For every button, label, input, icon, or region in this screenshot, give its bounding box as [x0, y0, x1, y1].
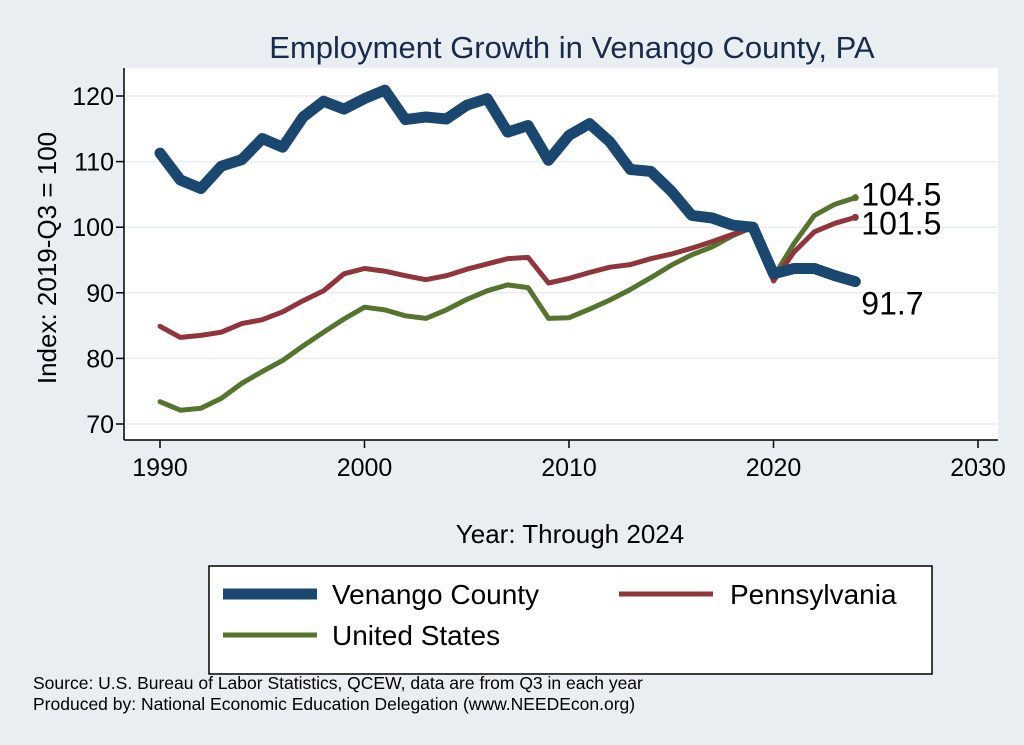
y-tick-label: 110	[74, 149, 114, 177]
produced-note: Produced by: National Economic Education…	[33, 694, 635, 714]
x-ticks: 1990 2000 2010 2020 2030	[132, 440, 1006, 482]
x-axis-label: Year: Through 2024	[456, 519, 684, 549]
x-tick-label: 2020	[746, 454, 802, 482]
end-value-label: 91.7	[861, 286, 923, 322]
x-tick-label: 2030	[950, 454, 1006, 482]
x-tick-label: 2010	[541, 454, 597, 482]
legend-label: Pennsylvania	[730, 579, 897, 610]
y-tick-label: 70	[86, 411, 114, 439]
legend-box	[208, 565, 933, 675]
series-end-point	[851, 213, 859, 221]
series-layer	[154, 84, 861, 413]
x-tick-label: 2000	[337, 454, 393, 482]
y-axis-label: Index: 2019-Q3 = 100	[32, 132, 62, 384]
x-tick-label: 1990	[132, 454, 188, 482]
grid	[124, 95, 998, 425]
plot-area	[124, 68, 998, 440]
series-line-venango-county	[154, 84, 861, 288]
end-value-label: 101.5	[861, 205, 941, 241]
series-line-pennsylvania	[157, 214, 858, 340]
legend-label: United States	[332, 620, 500, 651]
legend-label: Venango County	[332, 579, 539, 610]
y-tick-label: 100	[72, 214, 114, 242]
y-tick-label: 80	[86, 345, 114, 373]
y-tick-label: 90	[86, 280, 114, 308]
chart-title: Employment Growth in Venango County, PA	[269, 30, 875, 65]
series-end-point	[851, 194, 859, 202]
y-ticks: 70 80 90 100 110 120	[72, 83, 124, 439]
source-note: Source: U.S. Bureau of Labor Statistics,…	[33, 673, 643, 693]
y-tick-label: 120	[72, 83, 114, 111]
legend: Venango County Pennsylvania United States	[208, 565, 933, 675]
end-value-label: 104.5	[861, 177, 941, 213]
series-end-point	[851, 278, 859, 286]
